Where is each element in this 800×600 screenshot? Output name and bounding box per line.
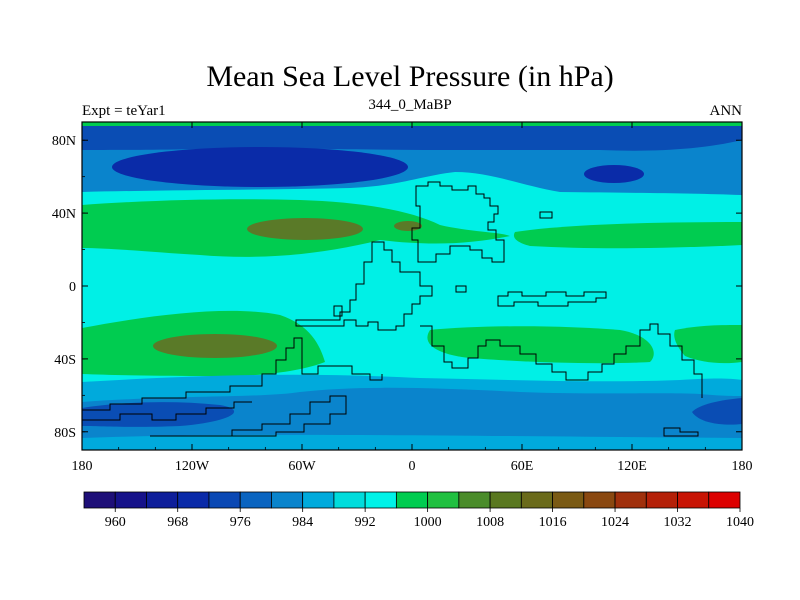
colorbar-swatch [552,491,585,509]
contour-band-south-high-2 [427,326,654,364]
y-tick-label: 80S [54,426,76,441]
colorbar-label: 1016 [539,515,567,530]
contour-high-north-atlantic [394,221,422,231]
x-tick-label: 0 [409,459,416,474]
x-tick-label: 120W [175,459,210,474]
contour-band-south-edge [82,434,742,450]
coastline-south-east-island [663,427,699,437]
coastline-gondwana-west [295,241,433,331]
contour-band-north-high-2 [513,222,742,249]
colorbar-swatch [614,491,647,509]
colorbar-label: 1000 [414,515,442,530]
coastline-south-shelf [82,401,252,421]
colorbar-swatch [395,491,429,509]
contour-band-south-high-3 [674,325,742,364]
y-axis: 80N 40N 0 40S 80S [52,134,742,441]
y-tick-label: 40S [54,353,76,368]
colorbar-swatch [271,491,304,509]
colorbar-label: 992 [355,515,376,530]
colorbar-swatch [677,491,710,509]
x-tick-label: 60E [511,459,534,474]
colorbar-label: 976 [230,515,251,530]
coastline-north-small-island [539,211,553,219]
colorbar-label: 1024 [601,515,629,530]
colorbar: 960 968 976 984 992 1000 1008 1016 1024 1032 1040 [83,491,754,530]
contour-low-north-asia [584,165,644,183]
chart-title: Mean Sea Level Pressure (in hPa) [206,60,614,93]
contour-band-north-976 [82,124,742,151]
coastline-gondwana-east [420,323,703,398]
contour-band-south-976-east [692,398,742,425]
y-tick-label: 80N [52,134,76,149]
y-tick-label: 0 [69,280,76,295]
y-tick-label: 40N [52,207,76,222]
colorbar-swatch [177,491,210,509]
colorbar-swatch [302,491,335,509]
colorbar-label: 960 [105,515,126,530]
coastline-south-ice-sheet [150,395,347,437]
contour-band-south-984 [82,387,742,450]
colorbar-label: 1008 [476,515,504,530]
colorbar-swatch [645,491,678,509]
colorbar-swatch [146,491,179,509]
colorbar-swatch [708,491,741,509]
coastline-small-islet [455,285,467,293]
x-tick-label: 120E [617,459,647,474]
colorbar-swatch [83,491,116,509]
colorbar-swatch [583,491,616,509]
colorbar-swatch [333,491,366,509]
coastline-west-island [333,305,343,317]
colorbar-swatch [114,491,147,509]
colorbar-label: 1032 [664,515,692,530]
colorbar-label: 968 [167,515,188,530]
colorbar-swatch [239,491,272,509]
x-tick-label: 180 [732,459,753,474]
coastline-east-island [497,291,607,307]
colorbar-swatch [458,491,491,509]
experiment-label: Expt = teYar1 [82,103,166,119]
coastline-south-pole [82,337,383,411]
contour-high-north-pacific [247,218,363,240]
contour-high-south-pacific [153,334,277,358]
x-tick-label: 60W [288,459,316,474]
colorbar-swatch [489,491,522,509]
colorbar-swatch [364,491,397,509]
colorbar-swatch [427,491,460,509]
colorbar-swatch [520,491,553,509]
time-slice-label: 344_0_MaBP [368,97,452,113]
x-axis: 180 120W 60W 0 60E 120E 180 [72,122,753,474]
contour-low-north-pacific [112,147,408,187]
colorbar-label: 1040 [726,515,754,530]
colorbar-label: 984 [292,515,313,530]
colorbar-swatch [208,491,241,509]
season-label: ANN [709,103,743,119]
contour-band-south-976 [82,402,235,427]
x-tick-label: 180 [72,459,93,474]
pressure-field [82,122,742,450]
coastline-north-continent [411,181,505,263]
continent-outlines [82,181,703,437]
